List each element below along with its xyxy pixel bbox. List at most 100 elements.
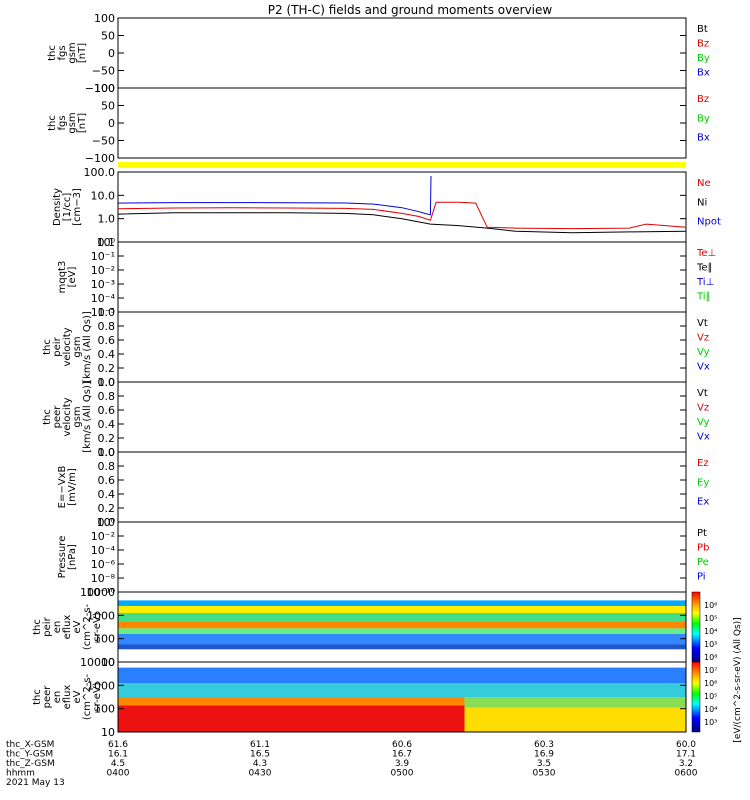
y-tick-label: 10 bbox=[101, 656, 115, 669]
legend-Ti⊥: Ti⊥ bbox=[696, 277, 714, 288]
xaxis-value: 0430 bbox=[249, 769, 272, 779]
y-tick-label: 100.0 bbox=[84, 166, 116, 179]
y-axis-label-line: sr-eV) bbox=[92, 682, 103, 711]
y-axis-label-line: [km/s (All Qs)] bbox=[82, 381, 93, 453]
y-axis-label-line: [1/cc] bbox=[62, 193, 73, 222]
y-axis-label-line: velocity bbox=[62, 327, 73, 366]
y-axis-label: thcpeirenefluxeV(cm^2-s-sr-eV) bbox=[32, 603, 103, 650]
colorbar-tick: 10⁵ bbox=[704, 692, 717, 701]
peir-spectrogram-band bbox=[118, 600, 686, 606]
legend-Bz: Bz bbox=[697, 94, 709, 105]
y-tick-label: 0.6 bbox=[98, 404, 116, 417]
legend-Npot: Npot bbox=[697, 217, 721, 228]
xaxis-value: 4.5 bbox=[111, 759, 125, 769]
y-axis-label-line: (cm^2-s- bbox=[82, 673, 93, 720]
y-tick-label: 1.0 bbox=[98, 376, 116, 389]
y-axis-label-line: Pressure bbox=[57, 536, 68, 579]
y-tick-label: 0.0 bbox=[98, 446, 116, 459]
y-tick-label: 10⁻⁸ bbox=[91, 572, 116, 585]
xaxis-value: 3.9 bbox=[395, 759, 410, 769]
colorbar-tick: 10⁵ bbox=[704, 614, 717, 623]
y-tick-label: 0.8 bbox=[98, 320, 116, 333]
y-tick-label: 0.2 bbox=[98, 502, 116, 515]
y-tick-label: 10⁻² bbox=[91, 264, 115, 277]
y-axis-label: Pressure[nPa] bbox=[57, 536, 78, 579]
peir-spectrogram-band bbox=[118, 613, 686, 622]
y-axis-label-line: eflux bbox=[62, 615, 73, 640]
y-tick-label: 10⁰ bbox=[97, 516, 116, 529]
y-axis-label-line: [mV/m] bbox=[67, 468, 78, 506]
legend-Ti∥: Ti∥ bbox=[696, 292, 711, 303]
y-axis-label-line: peer bbox=[52, 405, 63, 429]
y-axis-label: mqqt3[eV] bbox=[57, 261, 78, 294]
colorbar-tick: 10⁴ bbox=[704, 627, 717, 636]
y-tick-label: 0.4 bbox=[98, 488, 116, 501]
y-tick-label: 10000 bbox=[80, 586, 115, 599]
legend-Vy: Vy bbox=[697, 347, 710, 358]
panel-frame bbox=[117, 17, 687, 89]
y-tick-label: 0.6 bbox=[98, 334, 116, 347]
xaxis-value: 3.2 bbox=[679, 759, 693, 769]
y-tick-label: −100 bbox=[85, 82, 115, 95]
y-tick-label: 50 bbox=[101, 100, 115, 113]
y-tick-label: 10⁻⁴ bbox=[91, 292, 116, 305]
y-axis-label-line: gsm bbox=[72, 336, 83, 357]
y-axis-label-line: (cm^2-s- bbox=[82, 603, 93, 650]
y-axis-label-line: [nPa] bbox=[67, 544, 78, 570]
xaxis-value: 17.1 bbox=[676, 750, 696, 760]
panel-frame bbox=[117, 521, 687, 593]
y-tick-label: −50 bbox=[92, 65, 115, 78]
y-tick-label: 0 bbox=[108, 47, 115, 60]
y-tick-label: 1.0 bbox=[98, 306, 116, 319]
legend-Pi: Pi bbox=[697, 572, 706, 583]
colorbar-tick: 10⁸ bbox=[704, 653, 717, 662]
y-axis-label-line: [km/s (All Qs)] bbox=[82, 311, 93, 383]
chart-title: P2 (TH-C) fields and ground moments over… bbox=[268, 3, 553, 17]
panel-frame bbox=[117, 661, 687, 733]
xaxis-value: 61.1 bbox=[250, 740, 270, 750]
y-axis-label-line: velocity bbox=[62, 397, 73, 436]
y-axis-label-line: sr-eV) bbox=[92, 612, 103, 641]
legend-Vx: Vx bbox=[697, 432, 710, 443]
y-tick-label: 0.0 bbox=[98, 516, 116, 529]
legend-By: By bbox=[697, 53, 710, 64]
y-axis-label-line: eV bbox=[72, 690, 83, 703]
colorbar-tick: 10³ bbox=[704, 640, 717, 649]
xaxis-value: 60.0 bbox=[676, 740, 696, 750]
y-tick-label: 0.8 bbox=[98, 460, 116, 473]
peir-spectrogram-band bbox=[118, 649, 686, 662]
panel-frame bbox=[117, 311, 687, 383]
legend-Vt: Vt bbox=[697, 388, 708, 399]
y-axis-label-line: thc bbox=[47, 115, 58, 131]
y-tick-label: 0.2 bbox=[98, 432, 116, 445]
xaxis-value: 0530 bbox=[533, 769, 556, 779]
peir-spectrogram-band bbox=[118, 644, 686, 650]
legend-Vy: Vy bbox=[697, 417, 710, 428]
colorbar-tick: 10⁷ bbox=[704, 666, 717, 675]
y-axis-label-line: fgs bbox=[57, 45, 68, 60]
y-tick-label: 10⁻³ bbox=[91, 278, 115, 291]
peer-spectrogram-band bbox=[118, 683, 686, 697]
y-axis-label-line: peir bbox=[42, 616, 53, 636]
y-axis-label-line: mqqt3 bbox=[57, 261, 68, 294]
xaxis-value: 4.3 bbox=[253, 759, 267, 769]
y-axis-label-line: gsm bbox=[67, 112, 78, 133]
peer-spectrogram-band bbox=[118, 662, 686, 668]
y-tick-label: 1.0 bbox=[98, 213, 116, 226]
y-tick-label: 10000 bbox=[80, 656, 115, 669]
xaxis-value: 0600 bbox=[675, 769, 698, 779]
y-tick-label: 10⁻⁶ bbox=[91, 558, 116, 571]
peir-spectrogram-band bbox=[118, 621, 686, 629]
xaxis-value: 0500 bbox=[391, 769, 414, 779]
y-tick-label: 10⁰ bbox=[97, 236, 116, 249]
y-tick-label: 0.0 bbox=[98, 376, 116, 389]
y-axis-label: thcfgsgsm[nT] bbox=[47, 42, 88, 63]
y-axis-label: thcpeervelocitygsm[km/s (All Qs)] bbox=[42, 381, 93, 453]
y-axis-label: thcpeirvelocitygsm[km/s (All Qs)] bbox=[42, 311, 93, 383]
y-tick-label: 100 bbox=[94, 12, 115, 25]
xaxis-value: 16.1 bbox=[108, 750, 128, 760]
y-tick-label: 100 bbox=[94, 633, 115, 646]
legend-Te∥: Te∥ bbox=[696, 263, 713, 274]
